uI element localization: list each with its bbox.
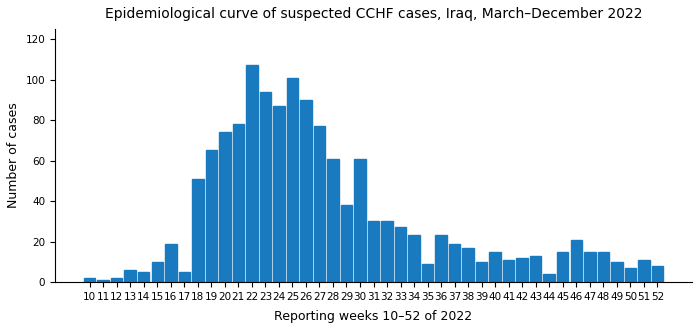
Bar bbox=[152, 262, 163, 282]
Bar bbox=[340, 205, 352, 282]
Bar bbox=[530, 256, 542, 282]
Bar bbox=[368, 221, 380, 282]
Bar bbox=[246, 65, 258, 282]
Bar bbox=[111, 278, 122, 282]
Bar bbox=[192, 179, 203, 282]
Bar bbox=[138, 272, 150, 282]
Bar bbox=[327, 158, 339, 282]
Bar bbox=[489, 252, 501, 282]
Bar bbox=[598, 252, 609, 282]
Bar bbox=[219, 132, 231, 282]
Bar bbox=[124, 270, 136, 282]
Bar bbox=[570, 240, 582, 282]
Bar bbox=[544, 274, 555, 282]
Bar bbox=[517, 258, 528, 282]
Bar bbox=[206, 150, 217, 282]
Bar bbox=[584, 252, 596, 282]
Bar bbox=[503, 260, 514, 282]
Bar bbox=[449, 244, 461, 282]
Bar bbox=[314, 126, 325, 282]
Bar bbox=[408, 236, 420, 282]
Bar bbox=[557, 252, 568, 282]
Bar bbox=[381, 221, 393, 282]
Bar bbox=[435, 236, 447, 282]
Bar bbox=[165, 244, 177, 282]
Bar bbox=[97, 280, 109, 282]
Bar bbox=[395, 227, 406, 282]
Bar bbox=[476, 262, 487, 282]
Bar bbox=[421, 264, 433, 282]
Y-axis label: Number of cases: Number of cases bbox=[7, 103, 20, 209]
Bar bbox=[354, 158, 366, 282]
Bar bbox=[233, 124, 244, 282]
Bar bbox=[462, 248, 474, 282]
Title: Epidemiological curve of suspected CCHF cases, Iraq, March–December 2022: Epidemiological curve of suspected CCHF … bbox=[105, 7, 642, 21]
Bar bbox=[259, 92, 271, 282]
Bar bbox=[638, 260, 649, 282]
Bar bbox=[300, 100, 312, 282]
Bar bbox=[178, 272, 190, 282]
Bar bbox=[625, 268, 636, 282]
X-axis label: Reporting weeks 10–52 of 2022: Reporting weeks 10–52 of 2022 bbox=[275, 310, 473, 323]
Bar bbox=[287, 78, 298, 282]
Bar bbox=[651, 266, 663, 282]
Bar bbox=[273, 106, 284, 282]
Bar bbox=[84, 278, 96, 282]
Bar bbox=[611, 262, 623, 282]
